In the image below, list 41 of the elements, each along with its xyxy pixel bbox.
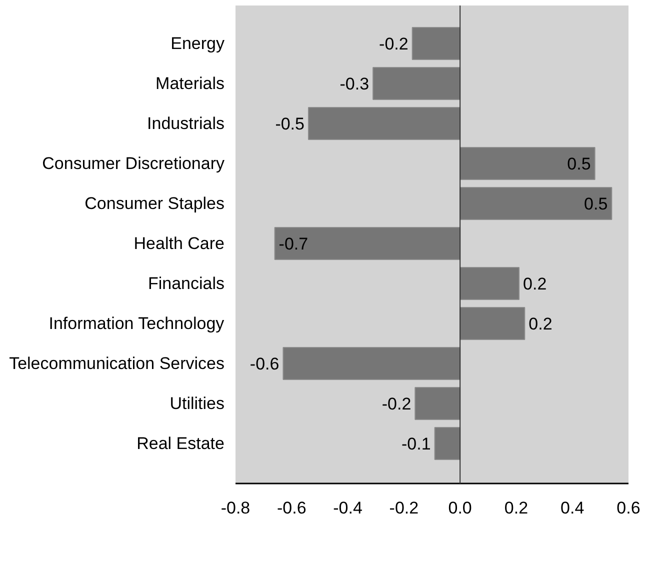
bar — [308, 107, 461, 140]
data-label: -0.3 — [340, 74, 370, 94]
data-label: 0.5 — [567, 154, 591, 174]
data-label: -0.1 — [402, 434, 431, 454]
y-tick-label: Utilities — [170, 394, 225, 413]
bar — [460, 147, 596, 180]
bar — [274, 227, 461, 260]
bar — [412, 27, 461, 60]
x-tick-label: -0.2 — [389, 498, 419, 518]
y-tick-label: Telecommunication Services — [9, 354, 224, 373]
data-label: -0.2 — [379, 34, 408, 54]
bar — [460, 187, 612, 220]
y-tick-label: Energy — [170, 34, 225, 53]
data-label: -0.7 — [278, 234, 308, 254]
x-tick-label: -0.4 — [333, 498, 362, 518]
x-tick-label: -0.6 — [276, 498, 306, 518]
bar — [460, 267, 520, 300]
y-tick-label: Consumer Discretionary — [42, 154, 225, 173]
x-tick-label: 0.6 — [616, 498, 640, 518]
bar — [460, 307, 526, 340]
y-tick-label: Financials — [148, 274, 225, 293]
y-tick-label: Real Estate — [136, 434, 225, 453]
data-label: -0.2 — [382, 394, 412, 414]
data-label: -0.5 — [275, 114, 304, 134]
y-tick-label: Materials — [156, 74, 225, 93]
y-tick-label: Information Technology — [48, 314, 225, 333]
data-label: -0.6 — [250, 354, 280, 374]
y-tick-label: Consumer Staples — [84, 194, 224, 213]
y-tick-label: Industrials — [147, 114, 225, 133]
x-tick-label: 0.2 — [504, 498, 528, 518]
bar — [414, 387, 461, 420]
data-label: 0.2 — [528, 314, 552, 334]
x-tick-label: 0.4 — [560, 498, 584, 518]
data-label: 0.5 — [584, 194, 608, 214]
data-label: 0.2 — [523, 274, 547, 294]
y-tick-label: Health Care — [134, 234, 225, 253]
bar — [434, 427, 461, 460]
bar — [372, 67, 461, 100]
x-tick-label: 0.0 — [448, 498, 472, 518]
bar — [282, 347, 461, 380]
x-tick-label: -0.8 — [220, 498, 250, 518]
